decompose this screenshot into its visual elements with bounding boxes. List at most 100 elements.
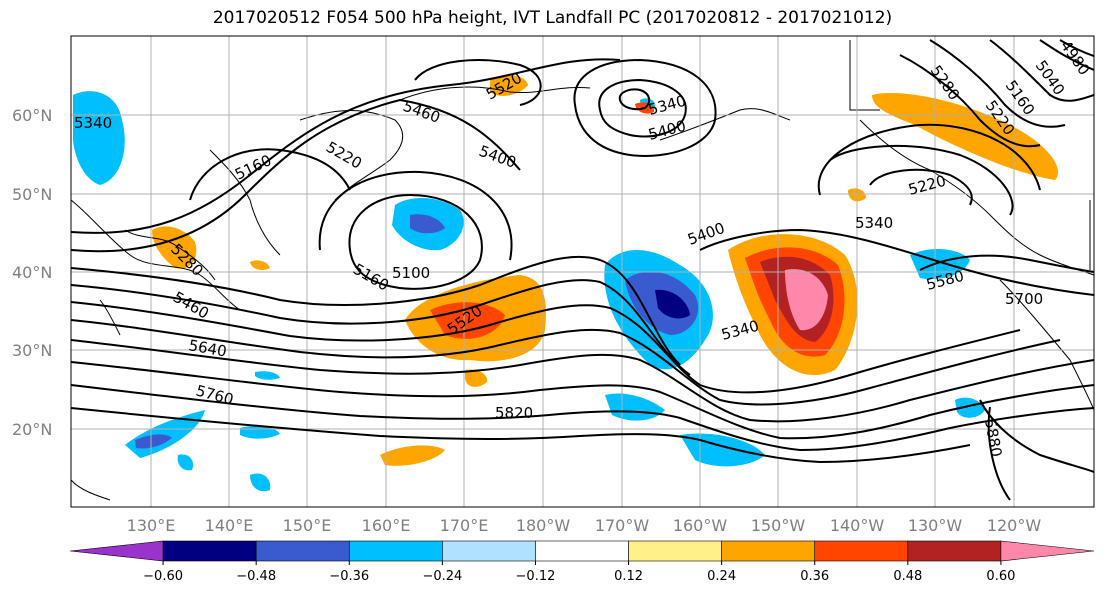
height-contour [1039, 39, 1094, 71]
colorbar: −0.60 −0.48 −0.36 −0.24 −0.12 0.12 0.24 0.36 0.4… [69, 540, 1095, 584]
lon-label: 180°W [516, 516, 571, 535]
height-contour [989, 39, 1094, 102]
colorbar-tick-label: −0.36 [329, 569, 369, 584]
lon-label: 170°W [595, 516, 650, 535]
colorbar-tick-label: 0.48 [893, 569, 922, 584]
colorbar-tick-label: 0.24 [707, 569, 736, 584]
colorbar-tick-label: −0.24 [422, 569, 462, 584]
height-contour [71, 255, 681, 366]
latitude-labels: 60°N 50°N 40°N 30°N 20°N [12, 106, 52, 439]
colorbar-segment [255, 540, 350, 562]
ivt-region [135, 434, 172, 449]
lon-label: 130°W [908, 516, 963, 535]
lon-label: 140°E [205, 516, 254, 535]
colorbar-segment [814, 540, 909, 562]
ivt-region [955, 397, 985, 418]
height-contour [71, 58, 621, 234]
coastline [999, 279, 1094, 411]
contour-label: 5820 [495, 404, 533, 422]
height-contour [71, 407, 971, 464]
coastline [71, 479, 111, 501]
lon-label: 160°E [362, 516, 411, 535]
coastline [859, 119, 1094, 276]
ivt-region [785, 269, 828, 331]
gridlines [71, 36, 1094, 507]
height-contour [699, 228, 1094, 296]
colorbar-segment [442, 540, 536, 562]
colorbar-tick-label: −0.12 [516, 569, 556, 584]
lon-label: 150°W [751, 516, 806, 535]
coastlines [71, 40, 1094, 501]
height-contour [71, 384, 1094, 452]
lon-label: 170°E [440, 516, 489, 535]
ivt-region [680, 433, 765, 467]
colorbar-segment [628, 540, 722, 562]
ivt-region [465, 369, 488, 387]
height-contour [1059, 39, 1094, 57]
ivt-region [655, 289, 690, 319]
coastline [209, 149, 281, 256]
contour-label: 5340 [74, 114, 112, 132]
height-contour [414, 59, 542, 106]
map-title: 2017020512 F054 500 hPa height, IVT Land… [212, 8, 893, 28]
coastline [659, 108, 791, 141]
colorbar-tick-label: −0.60 [143, 569, 183, 584]
lat-label: 20°N [12, 420, 52, 439]
contour-label: 5340 [855, 214, 893, 232]
coastline [99, 299, 121, 336]
height-contour [318, 170, 513, 261]
height-contour [189, 148, 351, 201]
contour-label: 5100 [392, 264, 430, 282]
height-contour [71, 319, 1061, 406]
colorbar-segment [907, 540, 1002, 562]
height-contours [71, 39, 1094, 501]
ivt-region [250, 260, 270, 270]
coastline [71, 199, 241, 311]
height-contour [929, 39, 1066, 128]
colorbar-tick-label: 0.12 [614, 569, 643, 584]
colorbar-segment [535, 540, 629, 562]
ivt-region [177, 454, 194, 471]
colorbar-tick-label: −0.48 [236, 569, 276, 584]
colorbar-segment [348, 540, 443, 562]
ivt-region [255, 371, 280, 380]
colorbar-segment [1000, 540, 1095, 562]
height-contour [348, 193, 483, 290]
height-contour [979, 399, 1094, 473]
lon-label: 130°E [127, 516, 176, 535]
height-contour [71, 98, 521, 253]
colorbar-tick-label: 0.60 [986, 569, 1015, 584]
height-contour [598, 78, 687, 138]
lon-label: 160°W [673, 516, 728, 535]
lat-label: 50°N [12, 185, 52, 204]
height-contour [618, 88, 651, 111]
coastline [399, 86, 591, 101]
ivt-region [152, 226, 197, 269]
map-frame [70, 35, 1095, 508]
colorbar-segment [69, 540, 164, 562]
height-contour [817, 123, 1041, 196]
lat-label: 30°N [12, 341, 52, 360]
coastline [299, 110, 404, 201]
longitude-labels: 130°E 140°E 150°E 160°E 170°E 180°W 170°… [127, 516, 1042, 535]
height-contour [829, 144, 1014, 216]
height-contour [71, 339, 1094, 423]
ivt-region [250, 473, 271, 492]
coastline [124, 229, 216, 281]
ivt-region [490, 75, 528, 96]
coastline [849, 40, 880, 111]
lat-label: 60°N [12, 106, 52, 125]
colorbar-tick-label: 0.36 [800, 569, 829, 584]
lon-label: 120°W [987, 516, 1042, 535]
height-contour [919, 254, 1094, 273]
colorbar-segment [162, 540, 257, 562]
colorbar-segment [721, 540, 816, 562]
lon-label: 140°W [830, 516, 885, 535]
contour-label: 5700 [1005, 290, 1043, 308]
ivt-region [430, 302, 505, 339]
height-contour [71, 279, 691, 376]
height-contour [987, 406, 1011, 501]
ivt-region [410, 214, 445, 234]
height-contour [573, 58, 717, 157]
